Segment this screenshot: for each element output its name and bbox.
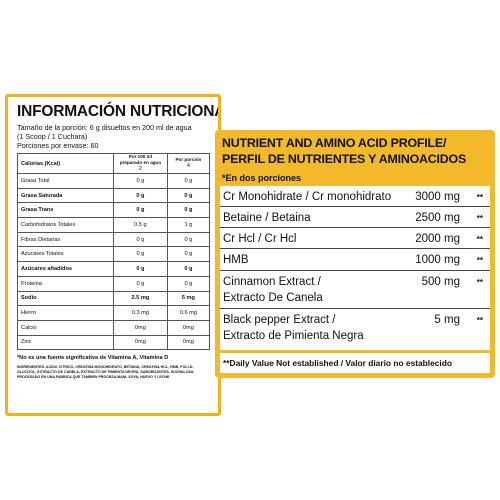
profile-table: Cr Monohidrate / Cr monohidrato 3000 mg … xyxy=(220,186,490,350)
header-col1-title: Por 100 ml preparado en agua xyxy=(119,154,161,165)
servings-per-container: Porciones por envase: 60 xyxy=(17,141,99,150)
table-row: Hierro 0.3 mg 0.6 mg xyxy=(17,305,211,321)
profile-title: NUTRIENT AND AMINO ACID PROFILE/ PERFIL … xyxy=(222,135,488,167)
serving-size: Tamaño de la porción: 6 g disueltos en 2… xyxy=(17,123,192,132)
calories-label: Calorias (Kcal) xyxy=(17,153,114,174)
nutrient-name: Cr Hcl / Cr Hcl xyxy=(223,233,297,245)
row-label: Fibras Dietarias xyxy=(17,231,114,248)
row-value-100ml: 0 g xyxy=(113,275,168,292)
row-value-100ml: 0 g xyxy=(113,246,168,263)
row-value-100ml: 0mg xyxy=(113,319,168,336)
row-value-portion: 0mg xyxy=(166,334,211,351)
table-row: Sodio 2.5 mg 5 mg xyxy=(17,290,211,307)
nutrient-amount: 3000 mg xyxy=(415,191,460,203)
row-label: Hierro xyxy=(17,305,114,321)
row-value-100ml: 0 g xyxy=(113,173,168,189)
row-label: Calcio xyxy=(17,319,114,336)
nutrient-dv: ** xyxy=(476,278,483,287)
row-value-portion: 0 g xyxy=(166,173,211,189)
portion-note: *En dos porciones xyxy=(222,173,302,183)
ingredients-text: INGREDIENTES: ACIDO CITRICO, CREATINA MO… xyxy=(17,365,195,380)
header-col1-value: 2 xyxy=(138,166,142,172)
row-label: Carbohidratos Totales xyxy=(17,217,114,233)
row-value-portion: 0mg xyxy=(166,319,211,336)
serving-scoop: (1 Scoop / 1 Cuchara) xyxy=(17,132,88,141)
row-value-portion: 0 g xyxy=(166,187,211,204)
table-row: Calcio 0mg 0mg xyxy=(17,319,211,336)
nutrient-amount: 2000 mg xyxy=(415,233,460,245)
row-label: Zinc xyxy=(17,334,114,351)
header-col2-value: 4 xyxy=(186,163,190,169)
header-col2-title: Por porción xyxy=(175,157,202,162)
nutrient-name-es: Extracto De Canela xyxy=(223,292,323,304)
row-label: Sodio xyxy=(17,290,114,307)
nutrient-dv: ** xyxy=(476,235,483,244)
table-row: Betaine / Betaina 2500 mg ** xyxy=(220,207,490,228)
row-value-100ml: 0 g xyxy=(113,261,168,277)
nutrition-table: Calorias (Kcal) Por 100 ml preparado en … xyxy=(17,153,211,351)
row-value-100ml: 0 g xyxy=(113,202,168,219)
row-label: Azucares Totales xyxy=(17,246,114,263)
row-value-portion: 0 g xyxy=(166,275,211,292)
nutrition-title: INFORMACIÓN NUTRICIONAL xyxy=(17,103,221,120)
header-col1: Por 100 ml preparado en agua 2 xyxy=(113,153,168,174)
row-label: Azúcares añadidos xyxy=(17,261,114,277)
row-value-100ml: 0.5 g xyxy=(113,217,168,233)
nutrient-name: Betaine / Betaina xyxy=(223,212,311,224)
nutrient-dv: ** xyxy=(476,193,483,202)
nutrition-label: INFORMACIÓN NUTRICIONAL Tamaño de la por… xyxy=(5,94,221,416)
row-label: Proteina xyxy=(17,275,114,292)
header-col2: Por porción 4 xyxy=(166,153,211,174)
row-value-portion: 0 g xyxy=(166,261,211,277)
nutrient-name: HMB xyxy=(223,254,249,266)
row-value-portion: 0 g xyxy=(166,246,211,263)
row-value-portion: 1 g xyxy=(166,217,211,233)
nutrient-name: Cr Monohidrate / Cr monohidrato xyxy=(223,191,392,203)
nutrient-dv: ** xyxy=(476,316,483,325)
daily-value-footnote: **Daily Value Not established / Valor di… xyxy=(220,353,490,373)
nutrient-amount: 500 mg xyxy=(421,276,460,288)
row-value-portion: 0.6 mg xyxy=(166,305,211,321)
nutrient-amount: 5 mg xyxy=(434,314,460,326)
table-row: Zinc 0mg 0mg xyxy=(17,334,211,351)
vitamin-note: *No es una fuente significativa de Vitam… xyxy=(17,355,169,362)
row-value-portion: 5 mg xyxy=(166,290,211,307)
row-label: Grasa Saturada xyxy=(17,187,114,204)
row-value-100ml: 0 g xyxy=(113,187,168,204)
row-value-100ml: 0.3 mg xyxy=(113,305,168,321)
row-value-portion: 0 g xyxy=(166,231,211,248)
nutrient-dv: ** xyxy=(476,214,483,223)
table-row: Cr Monohidrate / Cr monohidrato 3000 mg … xyxy=(220,186,490,207)
row-label: Grasa Trans xyxy=(17,202,114,219)
row-label: Grasa Total xyxy=(17,173,114,189)
profile-title-line2: PERFIL DE NUTRIENTES Y AMINOACIDOS xyxy=(222,152,467,166)
table-row: Cr Hcl / Cr Hcl 2000 mg ** xyxy=(220,228,490,249)
row-value-portion: 0 g xyxy=(166,202,211,219)
nutrient-name-es: Extracto de Pimienta Negra xyxy=(223,330,364,342)
table-header-row: Calorias (Kcal) Por 100 ml preparado en … xyxy=(17,153,211,174)
row-value-100ml: 2.5 mg xyxy=(113,290,168,307)
table-row: Black pepper Extract / Extracto de Pimie… xyxy=(220,309,490,350)
table-row: Cinnamon Extract / Extracto De Canela 50… xyxy=(220,271,490,309)
row-value-100ml: 0 g xyxy=(113,231,168,248)
nutrient-dv: ** xyxy=(476,256,483,265)
row-value-100ml: 0mg xyxy=(113,334,168,351)
profile-title-line1: NUTRIENT AND AMINO ACID PROFILE/ xyxy=(222,136,447,150)
table-row: HMB 1000 mg ** xyxy=(220,249,490,271)
nutrient-amount: 1000 mg xyxy=(415,254,460,266)
nutrient-name: Cinnamon Extract / xyxy=(223,276,321,288)
amino-profile-panel: NUTRIENT AND AMINO ACID PROFILE/ PERFIL … xyxy=(215,130,495,378)
nutrient-name: Black pepper Extract / xyxy=(223,314,336,326)
nutrient-amount: 2500 mg xyxy=(415,212,460,224)
